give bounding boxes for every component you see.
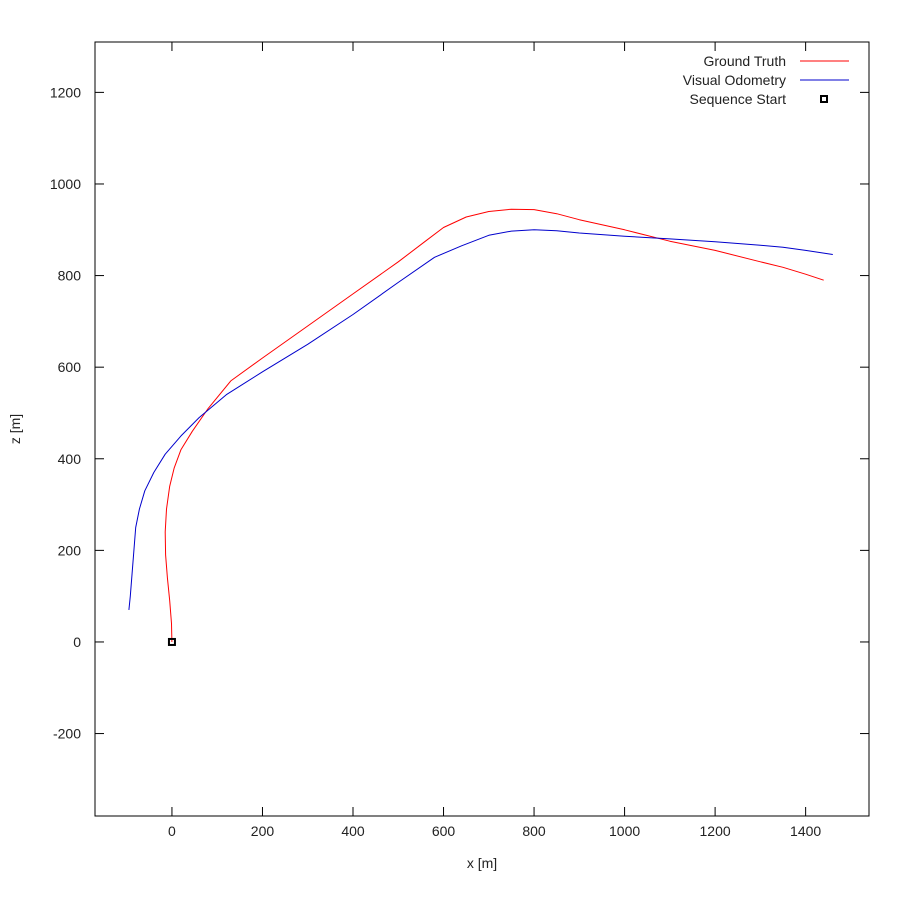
x-axis-label: x [m] (467, 855, 497, 871)
x-tick-label: 400 (341, 823, 365, 839)
axis-ticks (95, 42, 869, 816)
legend: Ground Truth Visual Odometry Sequence Star… (683, 53, 849, 107)
visual-odometry-line (128, 229, 833, 610)
legend-label-ground-truth: Ground Truth (704, 53, 787, 69)
y-tick-label: 800 (58, 268, 82, 284)
x-tick-label: 800 (522, 823, 546, 839)
ground-truth-line (164, 208, 824, 643)
x-tick-label: 0 (168, 823, 176, 839)
legend-label-visual-odometry: Visual Odometry (683, 72, 786, 88)
legend-swatch-sequence-start (820, 95, 828, 103)
x-tick-label: 1000 (609, 823, 640, 839)
x-tick-label: 200 (251, 823, 275, 839)
series-layer (128, 208, 833, 646)
y-tick-label: 400 (58, 451, 82, 467)
y-tick-label: 1000 (50, 176, 81, 192)
y-tick-label: 0 (73, 634, 81, 650)
y-axis-label: z [m] (7, 414, 23, 444)
x-tick-label: 1400 (790, 823, 821, 839)
legend-label-sequence-start: Sequence Start (689, 91, 786, 107)
x-tick-label: 600 (432, 823, 456, 839)
y-tick-label: -200 (53, 726, 81, 742)
y-tick-label: 600 (58, 359, 82, 375)
axis-tick-labels: 0 200 400 600 800 1000 1200 1400 -200 0 200 400 600 8… (50, 84, 822, 839)
y-tick-label: 1200 (50, 84, 81, 100)
plot-frame (94, 41, 870, 817)
sequence-start-marker (167, 637, 176, 646)
x-tick-label: 1200 (700, 823, 731, 839)
y-tick-label: 200 (58, 542, 82, 558)
